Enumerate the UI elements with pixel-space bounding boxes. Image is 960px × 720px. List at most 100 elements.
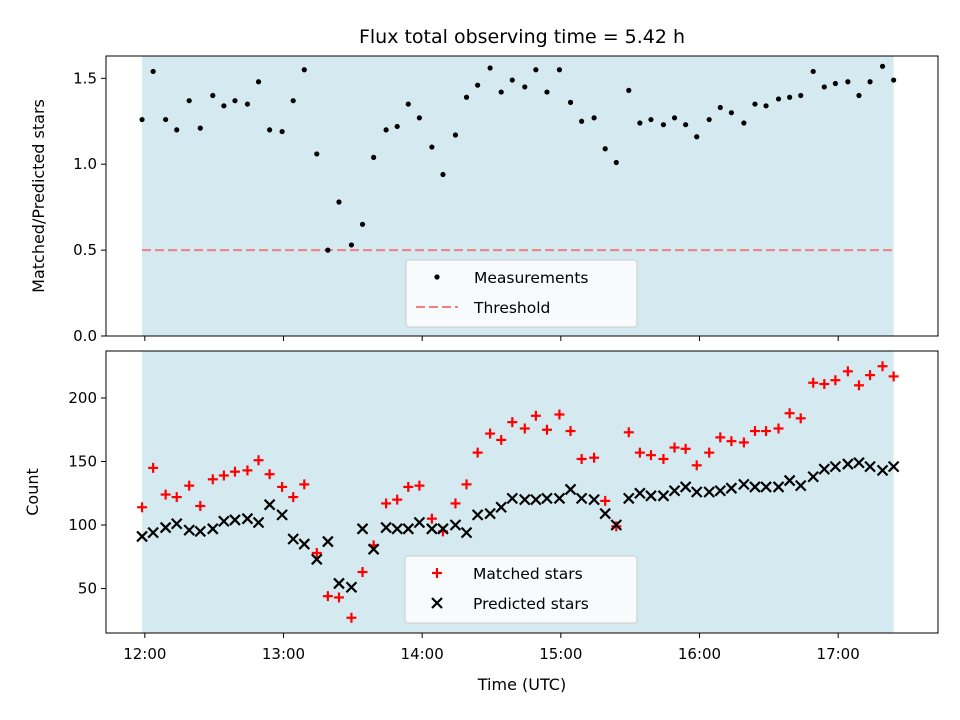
measurement-point	[671, 115, 678, 121]
count-points	[136, 361, 900, 623]
top-y-axis-ticks: 0.0 0.5 1.0 1.5	[73, 69, 106, 345]
measurement-point	[717, 104, 723, 111]
matched-star-point	[264, 469, 275, 480]
matched-star-point	[137, 502, 148, 513]
measurement-point	[637, 120, 643, 126]
matched-star-point	[519, 423, 530, 434]
matched-star-point	[207, 474, 218, 485]
matched-star-point	[877, 361, 888, 372]
predicted-star-point	[147, 526, 159, 539]
measurement-point	[197, 125, 203, 131]
measurement-point	[591, 115, 597, 121]
measurement-point	[394, 123, 400, 130]
predicted-star-point	[241, 512, 254, 525]
matched-star-point	[749, 426, 760, 437]
predicted-star-point	[829, 460, 842, 473]
top-plot-frame	[105, 55, 939, 337]
measurement-point	[221, 103, 227, 109]
measurement-point	[648, 116, 654, 123]
predicted-star-point	[794, 479, 807, 492]
legend-predicted-marker	[431, 597, 443, 609]
measurement-point	[416, 115, 422, 121]
bottom-x-axis-ticks: 12:00 13:00 14:00 15:00 16:00 17:00	[123, 633, 860, 663]
predicted-star-point	[495, 501, 507, 514]
predicted-star-point	[634, 487, 646, 500]
measurement-point	[821, 84, 827, 90]
matched-star-point	[472, 447, 483, 458]
measurement-point	[602, 146, 608, 152]
predicted-star-point	[807, 470, 819, 483]
measurement-point	[567, 99, 574, 105]
predicted-star-point	[645, 490, 657, 502]
matched-star-point	[761, 426, 772, 437]
predicted-star-point	[725, 482, 738, 494]
predicted-star-point	[333, 577, 345, 590]
matched-star-point	[576, 453, 587, 464]
measurement-point	[891, 77, 897, 83]
matched-star-point	[357, 567, 368, 578]
bottom-legend: Matched stars Predicted stars	[404, 555, 638, 624]
bottom-y-tick-label: 200	[68, 389, 97, 407]
measurement-point	[163, 116, 169, 123]
measurement-point	[314, 151, 320, 157]
matched-star-point	[589, 452, 600, 463]
predicted-star-point	[842, 458, 854, 470]
predicted-star-point	[887, 460, 900, 473]
predicted-star-point	[714, 484, 727, 497]
legend-threshold-label: Threshold	[473, 299, 550, 317]
matched-star-point	[726, 436, 737, 447]
measurement-point	[867, 79, 873, 85]
measurement-point	[626, 87, 632, 93]
predicted-star-point	[564, 483, 577, 496]
predicted-star-point	[518, 493, 531, 506]
predicted-star-point	[194, 525, 207, 538]
measurement-point	[832, 80, 838, 87]
measurement-point	[255, 79, 262, 85]
predicted-star-point	[575, 492, 588, 505]
legend-measurements-label: Measurements	[474, 269, 589, 287]
top-x-axis-ticks	[144, 336, 839, 341]
predicted-star-point	[206, 523, 219, 535]
predicted-star-point	[426, 523, 438, 535]
predicted-star-point	[471, 509, 484, 521]
measurement-point	[810, 68, 816, 75]
matched-star-point	[842, 366, 853, 377]
predicted-star-point	[541, 492, 553, 505]
matched-star-point	[784, 408, 795, 419]
legend-measurements-marker	[434, 274, 440, 280]
matched-star-point	[461, 479, 472, 490]
matched-star-point	[623, 427, 634, 438]
predicted-star-point	[772, 481, 785, 493]
predicted-star-point	[252, 516, 265, 529]
predicted-star-point	[864, 460, 876, 473]
predicted-star-point	[159, 521, 172, 534]
predicted-star-point	[449, 519, 462, 531]
measurement-point	[533, 67, 539, 73]
measurement-point	[579, 118, 585, 124]
measurement-point	[244, 101, 251, 107]
measurement-point	[429, 144, 435, 150]
matched-star-point	[669, 442, 680, 453]
predicted-star-point	[229, 514, 241, 526]
measurement-point	[498, 89, 504, 95]
measurement-point	[359, 221, 366, 227]
predicted-star-point	[298, 538, 311, 550]
measurement-point	[290, 98, 296, 104]
bottom-panel: 50 100 150 200 12:00 13:00 14:00 15:00 16:00 17:…	[23, 350, 939, 694]
measurement-point	[139, 116, 145, 123]
matched-star-point	[888, 371, 899, 382]
predicted-star-point	[437, 523, 449, 535]
predicted-star-point	[413, 516, 426, 529]
matched-star-point	[565, 426, 576, 437]
matched-star-point	[333, 592, 344, 603]
bottom-y-tick-label: 150	[68, 453, 97, 471]
predicted-star-point	[553, 492, 566, 505]
measurement-point	[452, 132, 459, 138]
measurement-point	[232, 98, 238, 104]
matched-star-point	[691, 460, 702, 471]
bottom-x-tick-label: 15:00	[539, 645, 582, 663]
top-legend: Measurements Threshold	[405, 259, 638, 328]
measurement-point	[544, 89, 550, 95]
predicted-star-point	[622, 492, 635, 505]
matched-star-point	[171, 492, 182, 503]
